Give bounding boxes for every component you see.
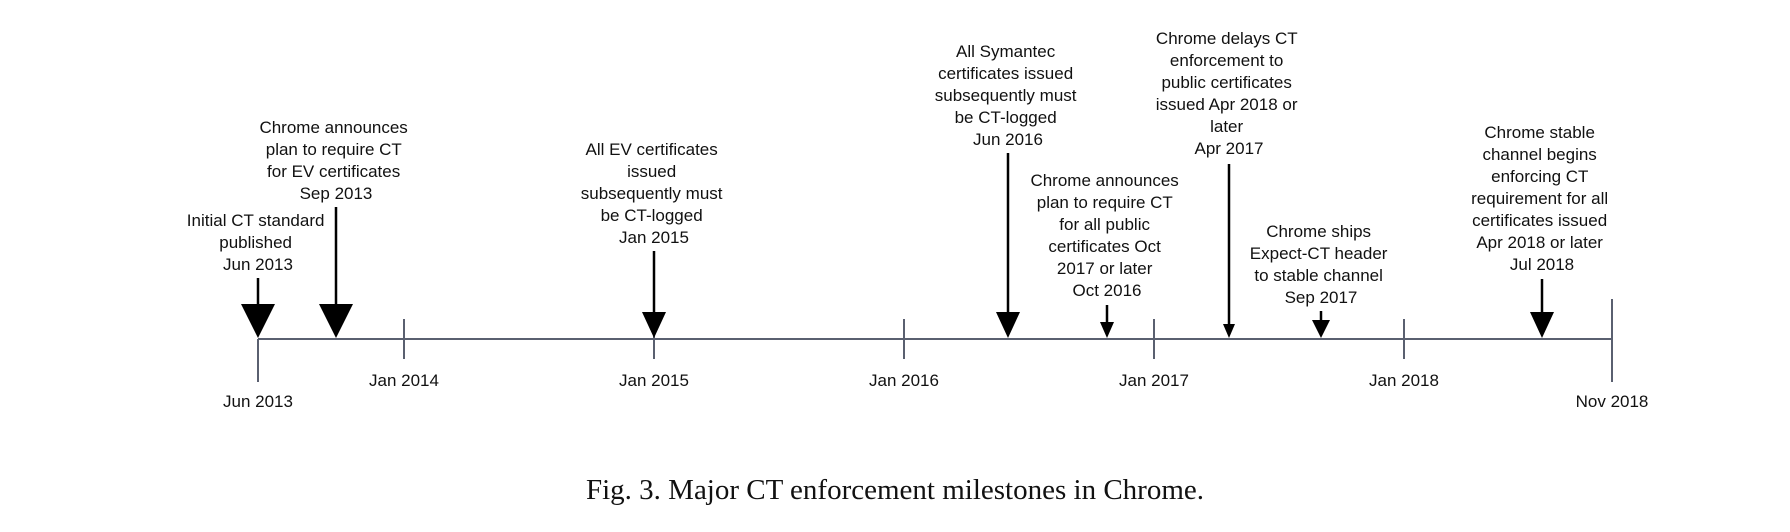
event-initial-ct-standard: Initial CT standard published Jun 2013 xyxy=(187,211,329,338)
event-label: Chrome announces plan to require CT for … xyxy=(259,118,412,203)
event-label: All EV certificates issued subsequently … xyxy=(581,140,727,247)
event-label: Chrome stable channel begins enforcing C… xyxy=(1471,123,1613,274)
event-arrowhead xyxy=(1530,312,1554,338)
tick-label-jan-2018: Jan 2018 xyxy=(1369,371,1439,390)
tick-label-jan-2016: Jan 2016 xyxy=(869,371,939,390)
axis-start-label: Jun 2013 xyxy=(223,392,293,411)
event-arrowhead xyxy=(241,304,275,338)
event-ev-certificates: All EV certificates issued subsequently … xyxy=(581,140,727,338)
event-label: Initial CT standard published Jun 2013 xyxy=(187,211,329,274)
event-arrowhead xyxy=(319,304,353,338)
event-chrome-delays: Chrome delays CT enforcement to public c… xyxy=(1156,29,1303,338)
axis-end-label: Nov 2018 xyxy=(1576,392,1649,411)
event-arrowhead xyxy=(1100,322,1114,338)
event-label: All Symantec certificates issued subsequ… xyxy=(935,42,1081,149)
event-label: Chrome ships Expect-CT header to stable … xyxy=(1250,222,1392,307)
figure-caption: Fig. 3. Major CT enforcement milestones … xyxy=(585,474,1205,506)
tick-label-jan-2017: Jan 2017 xyxy=(1119,371,1189,390)
tick-label-jan-2015: Jan 2015 xyxy=(619,371,689,390)
tick-label-jan-2014: Jan 2014 xyxy=(369,371,439,390)
event-chrome-stable-enforcing: Chrome stable channel begins enforcing C… xyxy=(1471,123,1613,338)
event-label: Chrome delays CT enforcement to public c… xyxy=(1156,29,1303,158)
year-ticks: Jan 2014 Jan 2015 Jan 2016 Jan 2017 Jan … xyxy=(369,319,1439,390)
event-arrowhead xyxy=(1223,324,1235,338)
event-symantec-certificates: All Symantec certificates issued subsequ… xyxy=(935,42,1081,338)
event-label: Chrome announces plan to require CT for … xyxy=(1030,171,1183,300)
event-chrome-public-plan: Chrome announces plan to require CT for … xyxy=(1030,171,1183,338)
timeline-diagram: Jun 2013 Nov 2018 Jan 2014 Jan 2015 Jan … xyxy=(187,29,1649,411)
event-expect-ct-header: Chrome ships Expect-CT header to stable … xyxy=(1250,222,1392,338)
event-chrome-ev-plan: Chrome announces plan to require CT for … xyxy=(259,118,412,338)
event-arrowhead xyxy=(996,312,1020,338)
event-arrowhead xyxy=(642,312,666,338)
event-arrowhead xyxy=(1312,320,1330,338)
